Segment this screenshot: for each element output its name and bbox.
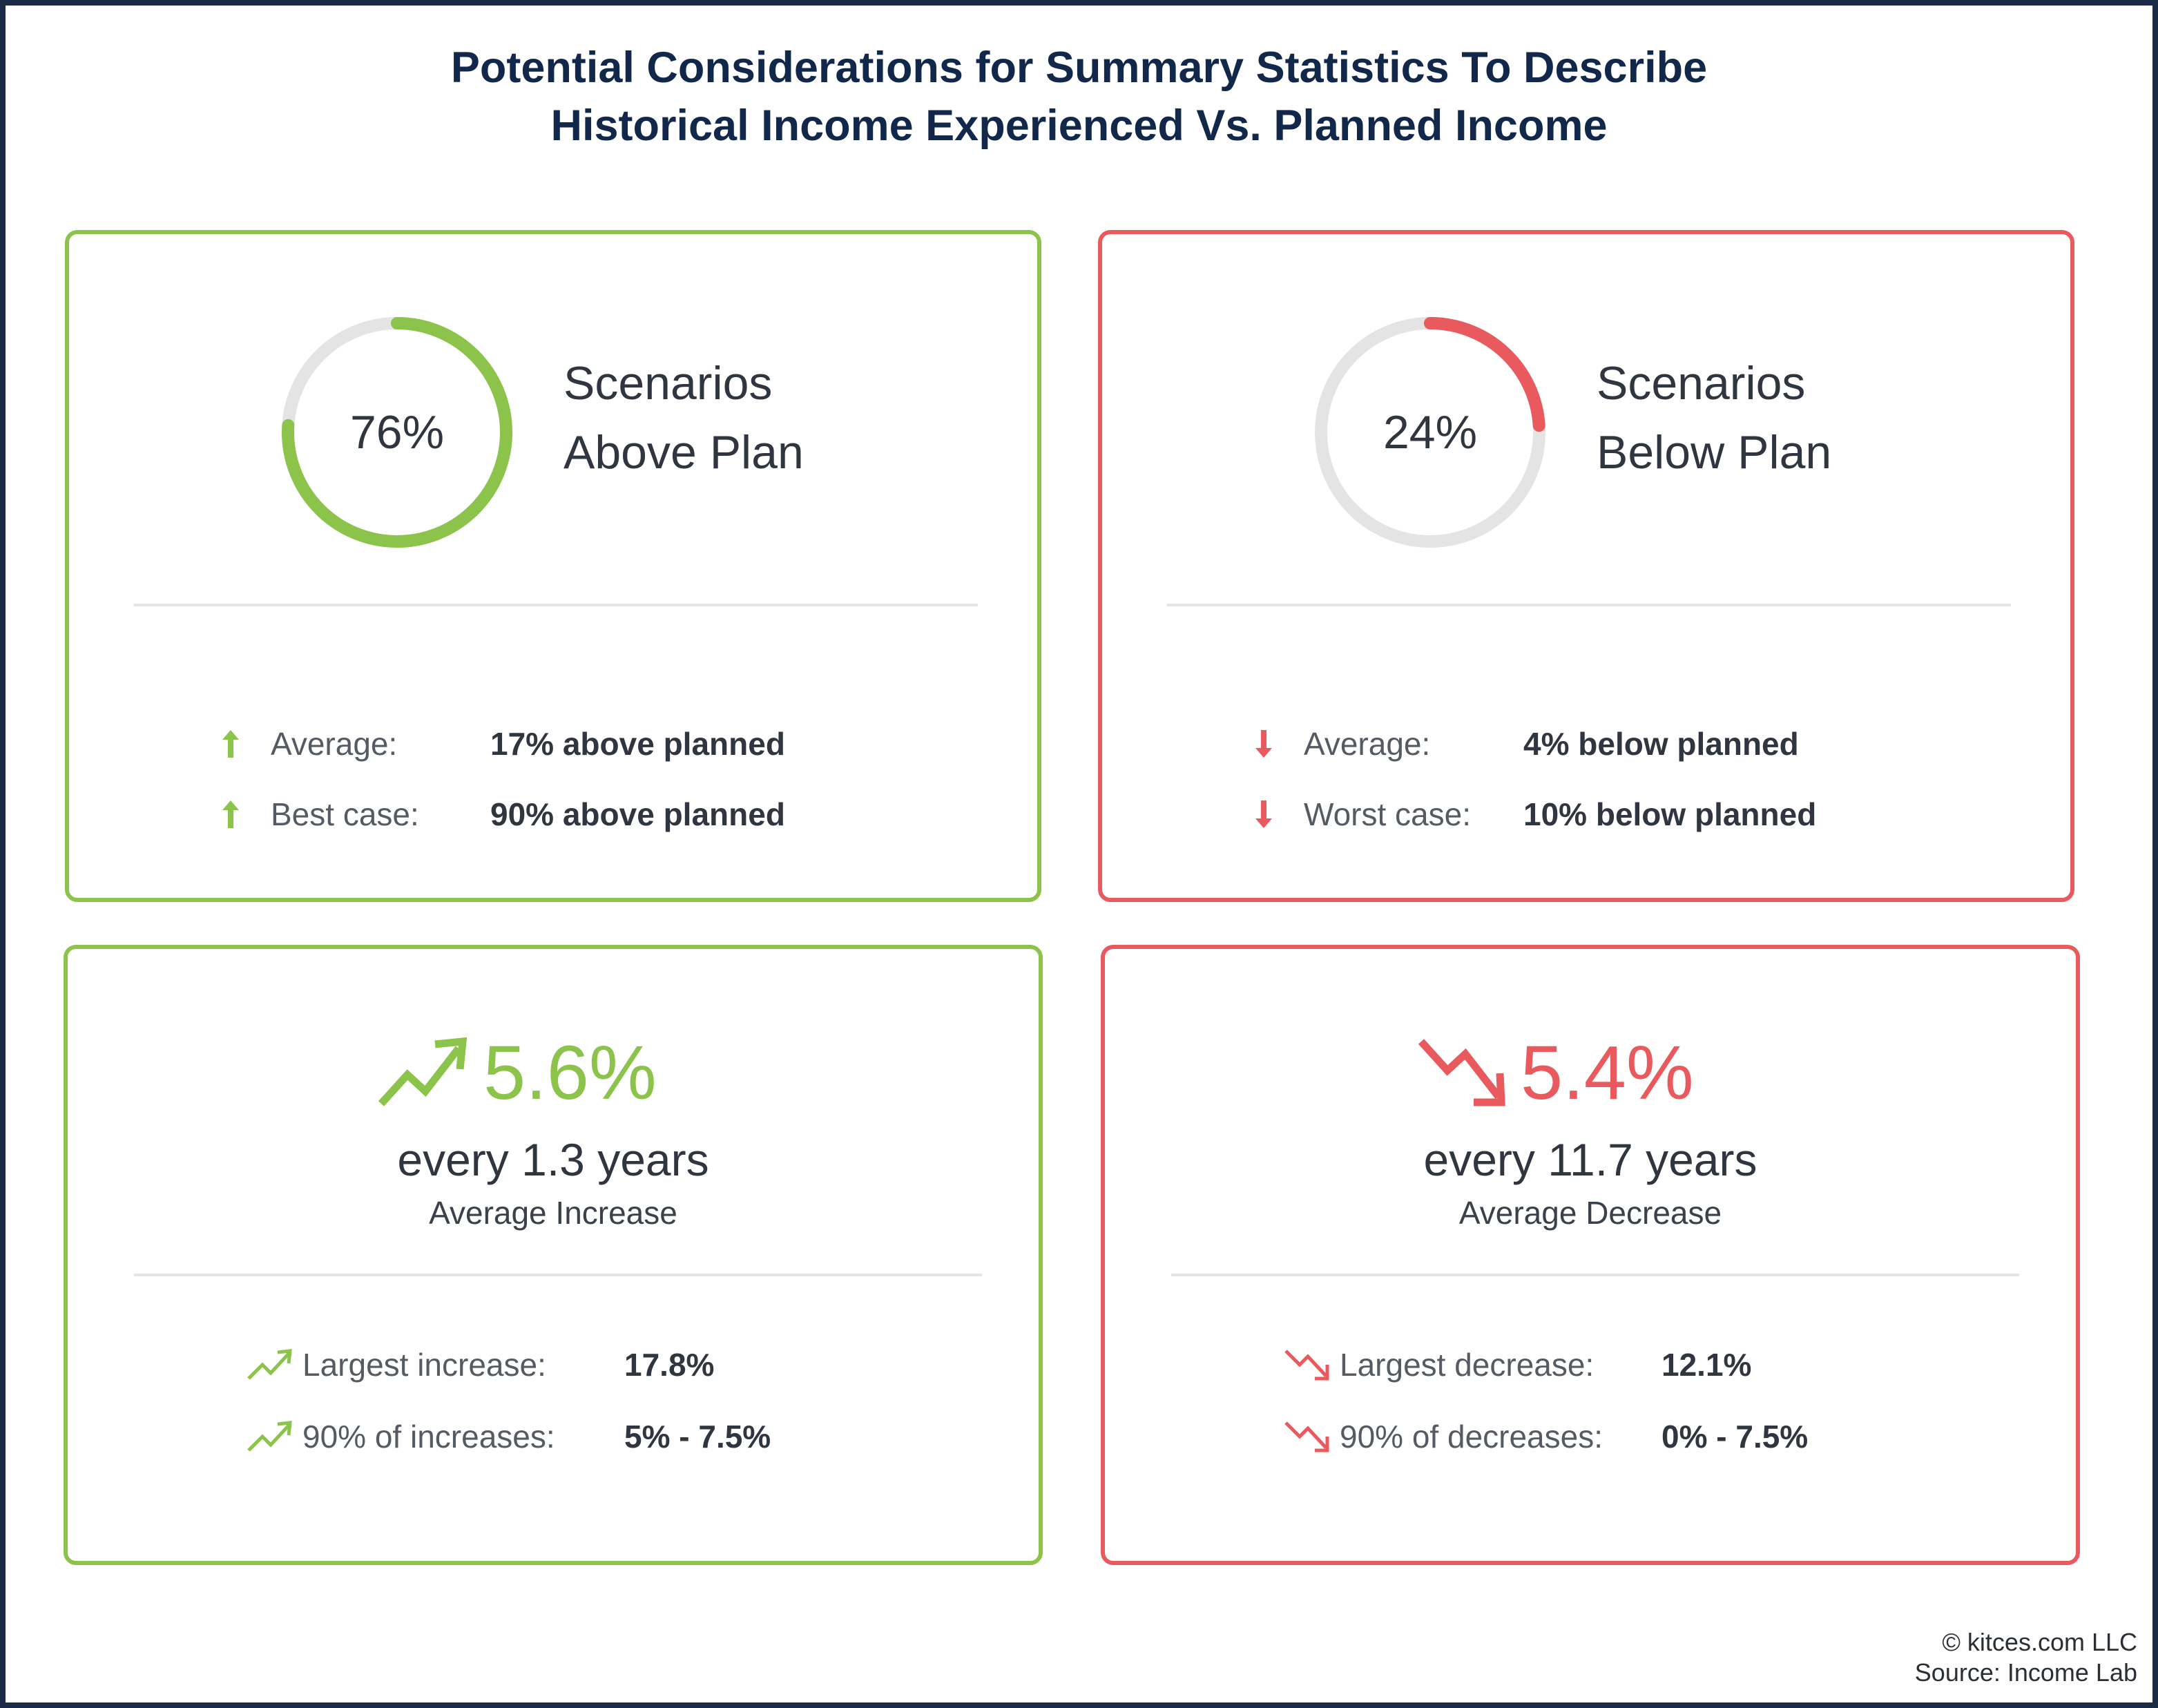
above-plan-heading: Scenarios Above Plan [563, 349, 804, 487]
stat-value: 4% below planned [1523, 726, 1799, 762]
trend-down-icon [1284, 1421, 1329, 1452]
below-plan-heading-line-2: Below Plan [1597, 426, 1832, 479]
above-plan-ring-progress [282, 317, 512, 548]
stat-value: 17% above planned [490, 726, 785, 762]
below-plan-heading-line-1: Scenarios [1597, 357, 1806, 410]
average-decrease-value: 5.4% [1521, 1030, 1694, 1115]
footer-source: Source: Income Lab [1914, 1658, 2137, 1687]
down-arrow-icon [1255, 800, 1272, 828]
stat-value: 0% - 7.5% [1661, 1419, 1809, 1455]
stat-label: Largest increase: [302, 1347, 546, 1383]
above-plan-ring: 76% [276, 311, 518, 553]
stat-label: Average: [1304, 726, 1431, 762]
below-plan-card: 24% Scenarios Below Plan Average: 4% bel… [1098, 230, 2074, 902]
above-plan-heading-line-2: Above Plan [563, 426, 804, 479]
above-plan-percent: 76% [349, 406, 445, 459]
stat-label: Worst case: [1304, 796, 1471, 832]
stat-label: 90% of decreases: [1340, 1419, 1603, 1455]
stat-value: 17.8% [624, 1347, 715, 1383]
below-plan-divider [1167, 604, 2011, 606]
down-arrow-icon [1255, 730, 1272, 758]
average-increase-caption: Average Increase [429, 1195, 677, 1231]
trend-down-icon [1284, 1350, 1329, 1381]
up-arrow-icon [222, 730, 239, 758]
trend-up-icon [247, 1421, 292, 1452]
average-decrease-frequency: every 11.7 years [1423, 1134, 1757, 1185]
below-plan-percent: 24% [1383, 406, 1478, 459]
average-decrease-headline: 5.4% [1105, 1018, 2076, 1129]
footer-copyright: © kitces.com LLC [1942, 1628, 2137, 1656]
stat-label: 90% of increases: [302, 1419, 555, 1455]
trend-up-icon [378, 1037, 467, 1106]
average-increase-frequency: every 1.3 years [397, 1134, 709, 1185]
title-line-2: Historical Income Experienced Vs. Planne… [550, 102, 1608, 150]
below-plan-heading: Scenarios Below Plan [1597, 349, 1831, 487]
average-increase-value: 5.6% [483, 1030, 657, 1115]
stat-label: Best case: [271, 796, 419, 832]
average-increase-headline: 5.6% [68, 1018, 1039, 1129]
average-decrease-card: 5.4% every 11.7 years Average Decrease L… [1101, 945, 2080, 1565]
above-plan-card: 76% Scenarios Above Plan Average: 17% ab… [65, 230, 1041, 902]
stat-value: 10% below planned [1523, 796, 1817, 832]
below-plan-ring: 24% [1309, 311, 1551, 553]
figure-title: Potential Considerations for Summary Sta… [0, 39, 2158, 155]
title-line-1: Potential Considerations for Summary Sta… [450, 44, 1708, 92]
stat-value: 12.1% [1661, 1347, 1752, 1383]
above-plan-heading-line-1: Scenarios [563, 357, 773, 410]
stat-label: Average: [271, 726, 398, 762]
trend-up-icon [247, 1349, 292, 1380]
average-increase-card: 5.6% every 1.3 years Average Increase La… [64, 945, 1043, 1565]
above-plan-divider [134, 604, 978, 606]
below-plan-ring-progress [1315, 317, 1545, 548]
up-arrow-icon [222, 800, 239, 828]
average-decrease-divider [1171, 1274, 2019, 1276]
average-decrease-caption: Average Decrease [1458, 1195, 1722, 1231]
stat-label: Largest decrease: [1340, 1347, 1595, 1383]
average-increase-divider [134, 1274, 982, 1276]
trend-down-icon [1418, 1039, 1505, 1106]
stat-value: 90% above planned [490, 796, 785, 832]
stat-value: 5% - 7.5% [624, 1419, 771, 1455]
